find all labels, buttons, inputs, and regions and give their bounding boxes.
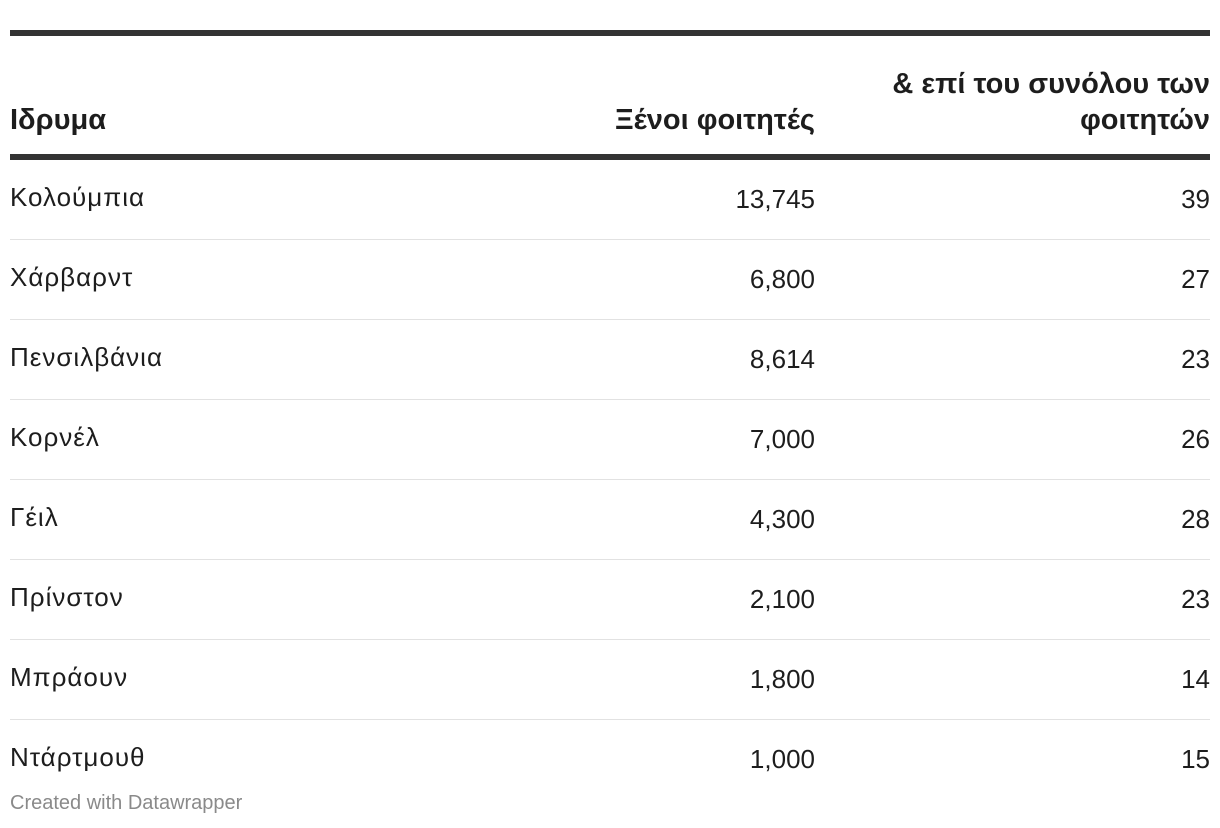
cell-foreign-students: 8,614	[436, 319, 815, 400]
cell-share: 26	[815, 399, 1210, 480]
cell-share: 28	[815, 479, 1210, 560]
cell-foreign-students: 6,800	[436, 239, 815, 320]
cell-share: 23	[815, 559, 1210, 640]
table-row: Γέιλ 4,300 28	[10, 479, 1210, 560]
table-row: Πενσιλβάνια 8,614 23	[10, 319, 1210, 400]
cell-foreign-students: 7,000	[436, 399, 815, 480]
cell-foreign-students: 4,300	[436, 479, 815, 560]
cell-foreign-students: 13,745	[436, 157, 815, 240]
cell-institution: Πενσιλβάνια	[10, 319, 436, 400]
cell-foreign-students: 1,000	[749, 744, 815, 774]
cell-institution: Μπράουν	[10, 639, 436, 720]
cell-foreign-students: 1,800	[436, 639, 815, 720]
table-row: Μπράουν 1,800 14	[10, 639, 1210, 720]
table-row: Χάρβαρντ 6,800 27	[10, 239, 1210, 320]
cell-institution: Πρίνστον	[10, 559, 436, 640]
datawrapper-credit: Created with Datawrapper	[10, 792, 243, 814]
column-header-foreign-students[interactable]: Ξένοι φοιτητές	[436, 33, 815, 160]
column-header-institution[interactable]: Ιδρυμα	[10, 33, 436, 160]
cell-share: 14	[815, 639, 1210, 720]
table-container: Ιδρυμα Ξένοι φοιτητές & επί του συνόλου …	[10, 30, 1210, 799]
table-body: Κολούμπια 13,745 39 Χάρβαρντ 6,800 27 Πενσιλβά…	[10, 157, 1210, 799]
cell-institution: Κολούμπια	[10, 157, 436, 240]
cell-foreign-students: 2,100	[436, 559, 815, 640]
table-header-row: Ιδρυμα Ξένοι φοιτητές & επί του συνόλου …	[10, 33, 1210, 160]
table-row: Κολούμπια 13,745 39	[10, 157, 1210, 240]
cell-share: 15	[1181, 744, 1210, 774]
cell-share: 27	[815, 239, 1210, 320]
cell-institution: Κορνέλ	[10, 399, 436, 480]
cell-institution: Γέιλ	[10, 479, 436, 560]
table-row: Πρίνστον 2,100 23	[10, 559, 1210, 640]
cell-institution: Χάρβαρντ	[10, 239, 436, 320]
cell-institution: Ντάρτμουθ	[10, 742, 146, 772]
table-row: Ντάρτμουθ 1,000 15	[10, 720, 1210, 800]
cell-share: 23	[815, 319, 1210, 400]
column-header-share[interactable]: & επί του συνόλου των φοιτητών	[815, 33, 1210, 160]
table-row: Κορνέλ 7,000 26	[10, 399, 1210, 480]
cell-share: 39	[815, 157, 1210, 240]
data-table: Ιδρυμα Ξένοι φοιτητές & επί του συνόλου …	[10, 30, 1210, 799]
